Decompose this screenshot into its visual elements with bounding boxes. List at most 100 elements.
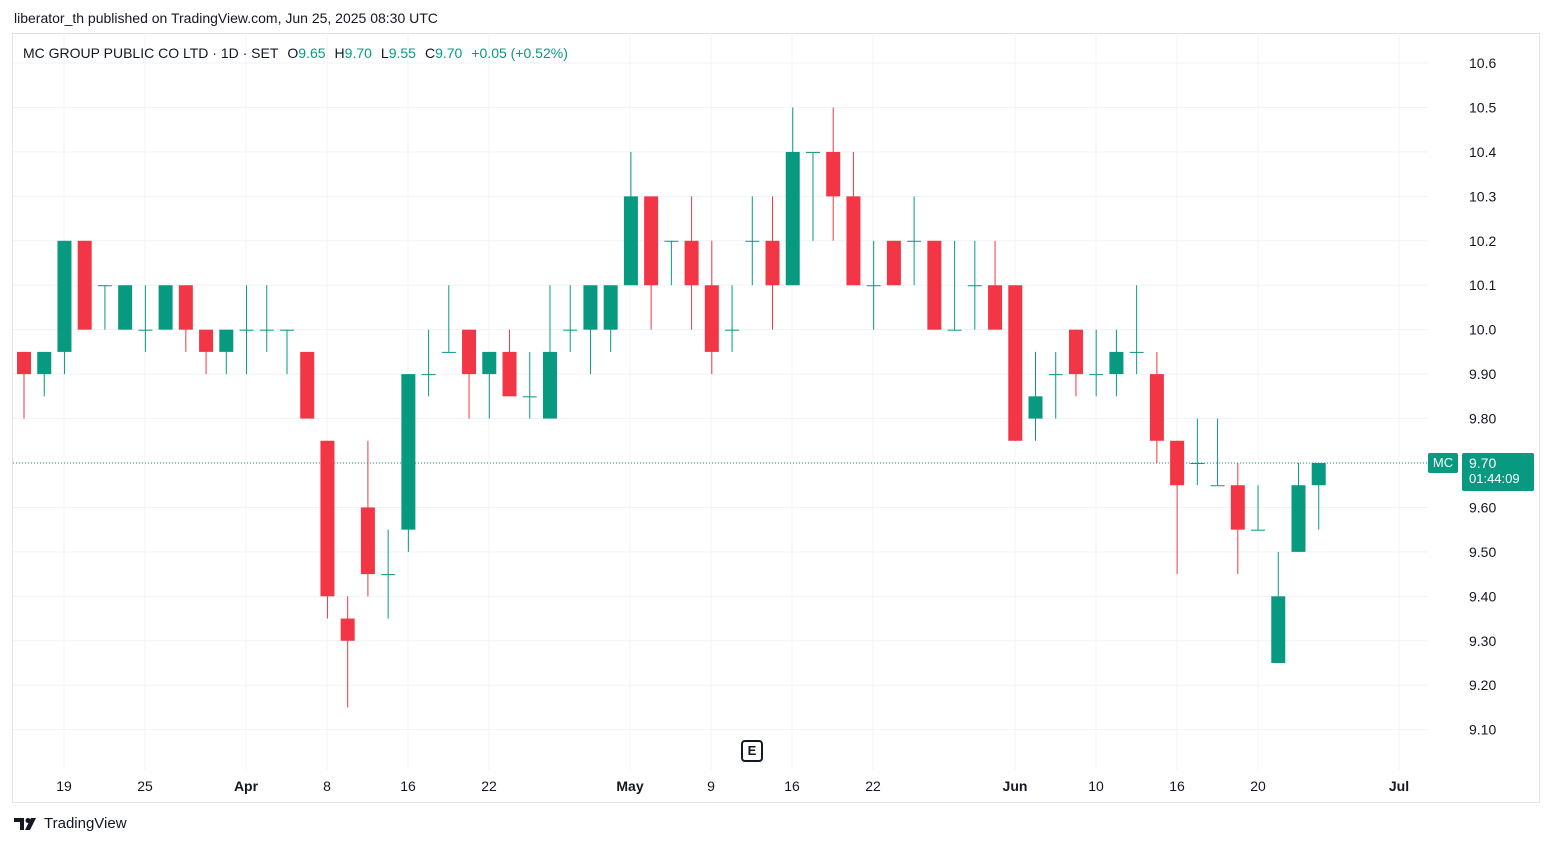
candle[interactable] (17, 351, 31, 419)
candle[interactable] (785, 107, 800, 286)
x-tick-label: 20 (1250, 778, 1266, 794)
candle[interactable] (542, 285, 557, 419)
candle-body (725, 329, 740, 331)
candle[interactable] (603, 285, 618, 352)
candle-body (1251, 529, 1266, 531)
candle[interactable] (866, 240, 881, 330)
candle[interactable] (340, 596, 355, 708)
candle[interactable] (178, 285, 193, 352)
candle[interactable] (300, 351, 315, 419)
candle-body (118, 285, 133, 330)
earnings-event-badge[interactable]: E (741, 740, 763, 762)
candle[interactable] (1109, 329, 1124, 397)
candle[interactable] (583, 285, 598, 375)
candle[interactable] (259, 285, 274, 352)
candle[interactable] (57, 240, 72, 375)
candle[interactable] (1271, 551, 1286, 663)
candle[interactable] (381, 529, 396, 619)
candle[interactable] (37, 351, 52, 397)
candle[interactable] (927, 240, 942, 330)
candle[interactable] (360, 440, 375, 597)
candle-body (1210, 485, 1225, 487)
candle[interactable] (199, 329, 214, 375)
candle-body (199, 329, 214, 352)
candle[interactable] (886, 240, 901, 286)
candle[interactable] (563, 285, 578, 352)
candle[interactable] (158, 285, 173, 330)
candle[interactable] (1190, 418, 1205, 486)
candle[interactable] (907, 196, 922, 286)
candle[interactable] (1170, 440, 1185, 575)
candle-body (1008, 285, 1023, 441)
x-tick-label: 9 (707, 778, 715, 794)
y-tick-label: 10.0 (1469, 322, 1496, 338)
candle[interactable] (421, 329, 436, 397)
x-tick-label: 22 (865, 778, 881, 794)
candle[interactable] (1149, 351, 1164, 463)
candle[interactable] (725, 285, 740, 352)
x-tick-label: 10 (1088, 778, 1104, 794)
candle[interactable] (522, 351, 537, 419)
candle-body (1109, 351, 1124, 375)
candle-body (967, 285, 982, 287)
y-tick-label: 10.3 (1469, 188, 1496, 204)
candle[interactable] (77, 240, 92, 330)
candle[interactable] (826, 107, 841, 241)
candle[interactable] (805, 151, 820, 241)
candle[interactable] (765, 196, 780, 330)
high-label: H (334, 45, 345, 61)
candle[interactable] (279, 329, 294, 375)
candle[interactable] (219, 329, 234, 375)
candle[interactable] (441, 285, 456, 353)
candle[interactable] (988, 240, 1003, 330)
candle[interactable] (967, 240, 982, 330)
candle[interactable] (623, 151, 638, 286)
candle-body (704, 285, 719, 352)
candle[interactable] (1230, 463, 1245, 575)
candle[interactable] (239, 285, 254, 375)
candle[interactable] (846, 151, 861, 286)
y-tick-label: 9.50 (1469, 544, 1496, 560)
candle-body (138, 329, 153, 331)
y-tick-label: 9.10 (1469, 722, 1496, 738)
candle[interactable] (1008, 285, 1023, 441)
candle[interactable] (684, 196, 699, 330)
candle-body (97, 285, 112, 287)
candle[interactable] (644, 196, 659, 330)
candle[interactable] (745, 196, 760, 286)
candle-body (563, 329, 578, 331)
candle[interactable] (1129, 285, 1144, 375)
candle[interactable] (1089, 329, 1104, 397)
candle-body (360, 507, 375, 575)
candle[interactable] (664, 240, 679, 286)
candle-body (37, 351, 52, 375)
x-tick-label: 19 (56, 778, 72, 794)
candle[interactable] (1028, 351, 1043, 441)
x-tick-label: 25 (137, 778, 153, 794)
candle[interactable] (502, 329, 517, 397)
candle-body (927, 240, 942, 330)
candle[interactable] (97, 285, 112, 330)
candle[interactable] (1210, 418, 1225, 487)
candle-body (623, 196, 638, 286)
candle[interactable] (138, 285, 153, 352)
y-tick-label: 9.80 (1469, 411, 1496, 427)
candle[interactable] (1311, 463, 1326, 530)
candle[interactable] (947, 240, 962, 331)
candle-body (1068, 329, 1083, 375)
candle-body (340, 618, 355, 641)
candle[interactable] (482, 351, 497, 419)
candle[interactable] (1251, 485, 1266, 531)
candle-body (785, 151, 800, 286)
candle-body (1190, 463, 1205, 464)
candle[interactable] (401, 374, 416, 552)
tradingview-brand[interactable]: TradingView (14, 815, 127, 832)
candle[interactable] (1068, 329, 1083, 397)
candle[interactable] (1048, 351, 1063, 419)
candle[interactable] (1291, 463, 1306, 552)
candle[interactable] (704, 240, 719, 375)
candle[interactable] (462, 329, 477, 419)
candle[interactable] (118, 285, 133, 330)
candle[interactable] (320, 440, 335, 619)
